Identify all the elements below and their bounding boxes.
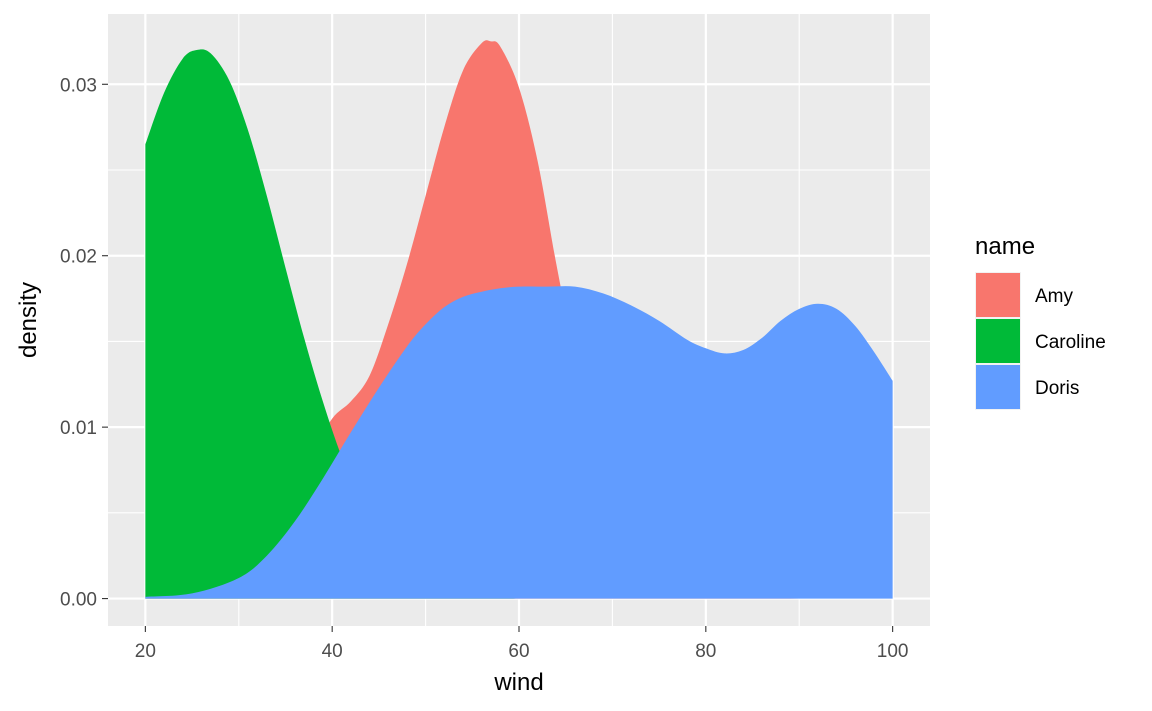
legend-key-amy bbox=[976, 273, 1020, 317]
y-tick-label: 0.01 bbox=[60, 418, 97, 439]
legend-key-caroline bbox=[976, 319, 1020, 363]
y-axis-ticks: 0.00 0.01 0.02 0.03 bbox=[60, 75, 108, 611]
x-tick-label: 40 bbox=[322, 641, 343, 662]
legend-label-doris: Doris bbox=[1035, 378, 1079, 399]
x-tick-label: 60 bbox=[508, 641, 529, 662]
y-axis-title: density bbox=[15, 282, 42, 358]
x-tick-label: 80 bbox=[695, 641, 716, 662]
x-axis-ticks: 20 40 60 80 100 bbox=[135, 626, 909, 662]
legend-label-caroline: Caroline bbox=[1035, 332, 1106, 353]
legend-label-amy: Amy bbox=[1035, 286, 1074, 307]
density-areas bbox=[145, 40, 893, 599]
area-doris bbox=[145, 286, 893, 599]
y-tick-label: 0.02 bbox=[60, 247, 97, 268]
x-tick-label: 20 bbox=[135, 641, 156, 662]
x-tick-label: 100 bbox=[877, 641, 909, 662]
y-tick-label: 0.03 bbox=[60, 75, 97, 96]
x-axis-title: wind bbox=[493, 669, 543, 696]
legend-title: name bbox=[975, 233, 1035, 260]
y-tick-label: 0.00 bbox=[60, 590, 97, 611]
legend: name Amy Caroline Doris bbox=[975, 233, 1106, 410]
area-caroline bbox=[145, 49, 893, 599]
legend-key-doris bbox=[976, 365, 1020, 409]
